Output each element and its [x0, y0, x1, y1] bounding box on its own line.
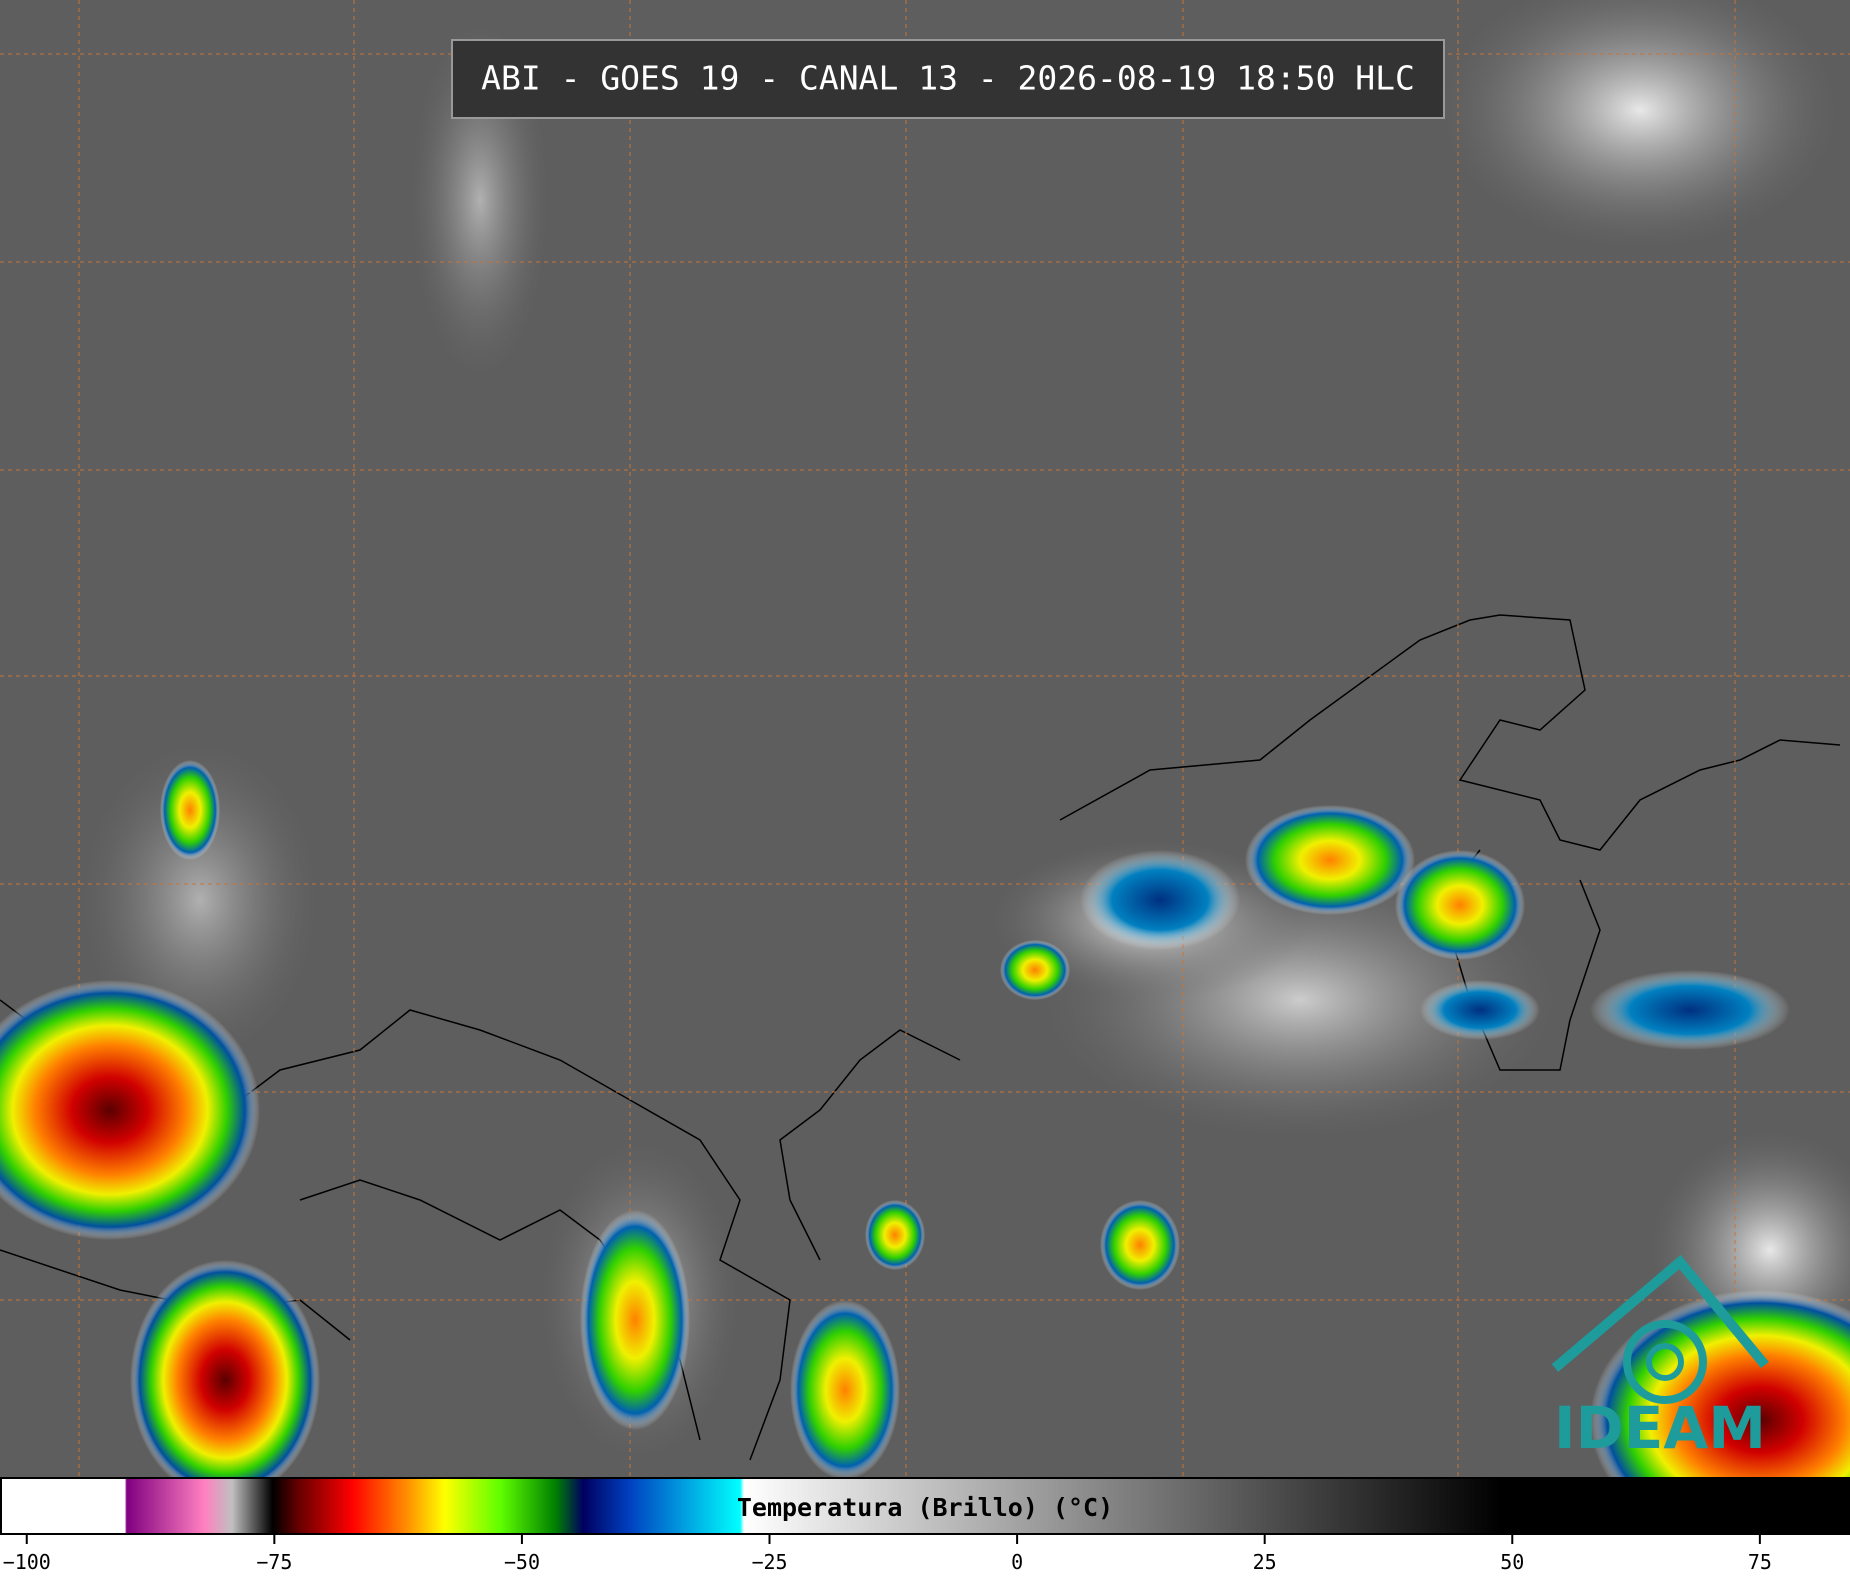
colorbar-label: Temperatura (Brillo) (°C) — [737, 1493, 1113, 1522]
colorbar-ticks: −100 −75 −50 −25 0 25 50 75 — [3, 1534, 1772, 1574]
tick-label: 75 — [1748, 1550, 1772, 1574]
ideam-logo: IDEAM — [1551, 1254, 1769, 1462]
convective-cells — [0, 760, 1850, 1550]
tick-label: 0 — [1011, 1550, 1023, 1574]
tick-label: 50 — [1500, 1550, 1524, 1574]
tick-label: −75 — [256, 1550, 292, 1574]
colorbar — [0, 1477, 1850, 1535]
tick-label: −100 — [3, 1550, 51, 1574]
tick-label: 25 — [1253, 1550, 1277, 1574]
background — [0, 0, 1850, 1477]
tick-label: −25 — [751, 1550, 787, 1574]
grid — [0, 0, 1850, 1477]
tick-label: −50 — [504, 1550, 540, 1574]
title: ABI - GOES 19 - CANAL 13 - 2026-08-19 18… — [481, 59, 1415, 98]
logo-text: IDEAM — [1554, 1394, 1766, 1462]
title-box — [451, 39, 1445, 119]
